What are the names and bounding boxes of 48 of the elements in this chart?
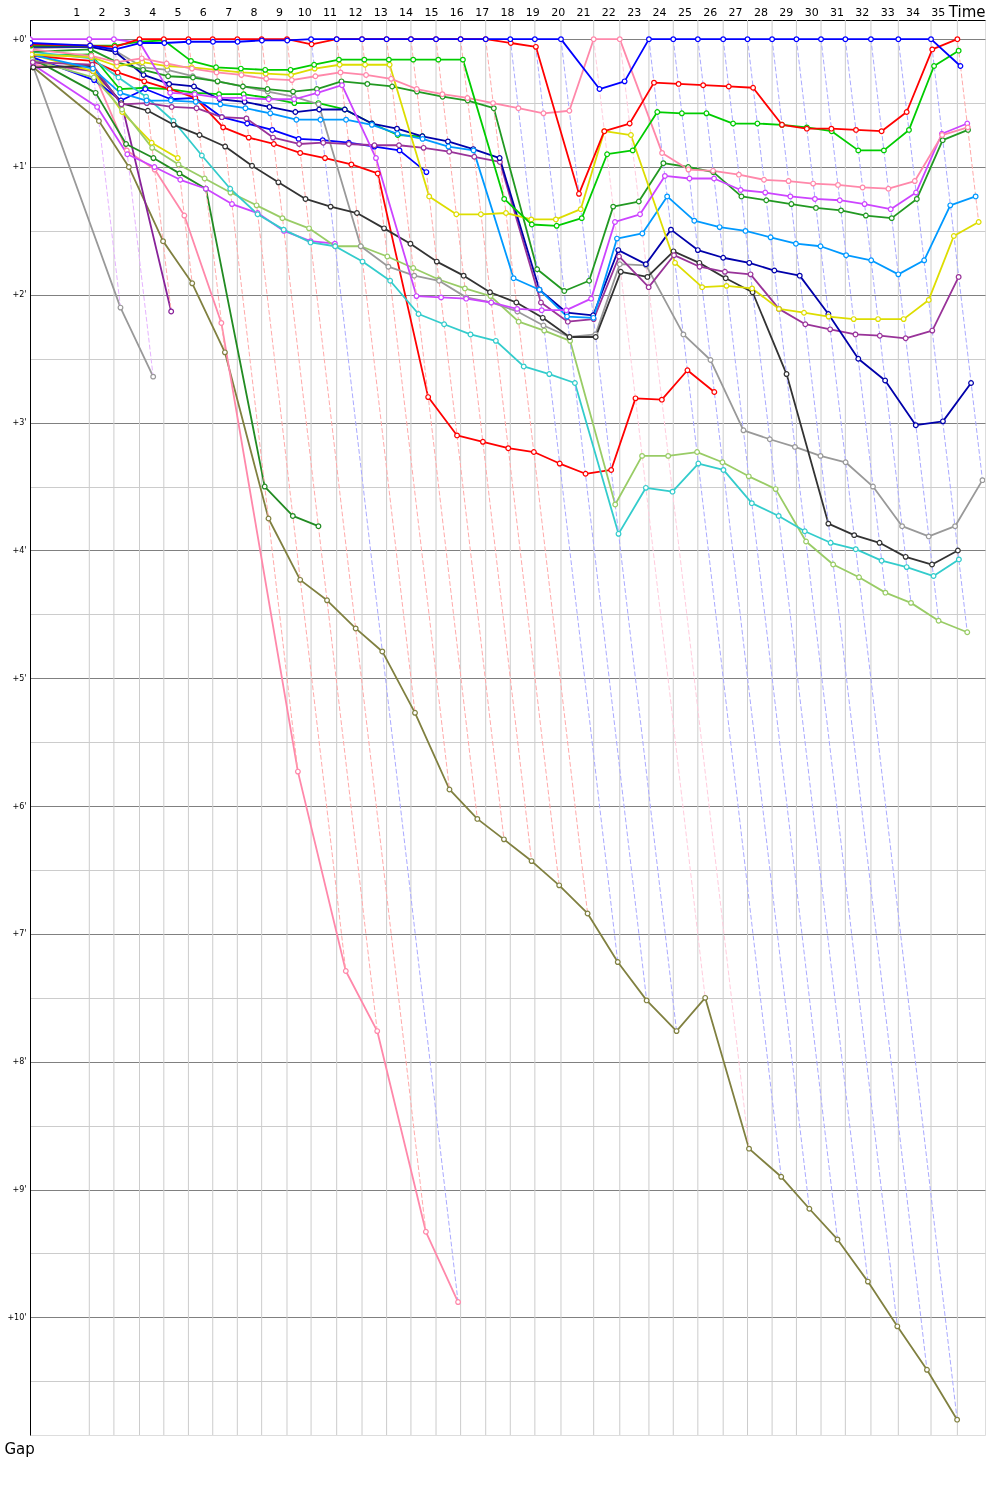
x-tick-label: 13	[373, 5, 388, 19]
x-tick-label: 14	[399, 5, 414, 19]
x-tick-label: 31	[829, 5, 844, 19]
x-tick-label: 25	[677, 5, 692, 19]
x-tick-label: 19	[525, 5, 540, 19]
x-tick-label: 5	[174, 5, 182, 19]
x-tick-label: 8	[250, 5, 258, 19]
x-tick-label: 17	[475, 5, 490, 19]
x-axis-title: Time	[947, 2, 986, 21]
y-tick-label: +6'	[12, 801, 27, 811]
x-tick-label: 30	[804, 5, 819, 19]
y-tick-label: +9'	[12, 1185, 27, 1195]
x-tick-label: 21	[576, 5, 591, 19]
x-tick-label: 28	[753, 5, 768, 19]
x-tick-label: 24	[652, 5, 667, 19]
y-tick-label: +5'	[12, 673, 27, 683]
y-tick-label: +10'	[7, 1312, 27, 1322]
x-tick-label: 9	[275, 5, 283, 19]
x-tick-label: 35	[931, 5, 946, 19]
x-tick-label: 6	[199, 5, 207, 19]
x-tick-label: 4	[149, 5, 157, 19]
x-tick-label: 11	[323, 5, 338, 19]
x-tick-label: 23	[627, 5, 642, 19]
x-tick-label: 29	[779, 5, 794, 19]
y-tick-label: +3'	[12, 418, 27, 428]
y-tick-label: +2'	[12, 290, 27, 300]
x-tick-label: 3	[123, 5, 131, 19]
x-tick-label: 20	[551, 5, 566, 19]
y-tick-label: +0'	[12, 34, 27, 44]
x-tick-label: 2	[98, 5, 106, 19]
y-tick-label: +4'	[12, 545, 27, 555]
x-tick-label: 26	[703, 5, 718, 19]
y-axis-title: Gap	[4, 1439, 35, 1458]
y-tick-label: +8'	[12, 1057, 27, 1067]
x-tick-label: 12	[348, 5, 363, 19]
x-tick-label: 16	[449, 5, 464, 19]
y-tick-label: +1'	[12, 162, 27, 172]
x-tick-label: 22	[601, 5, 616, 19]
x-tick-label: 33	[880, 5, 895, 19]
x-tick-label: 7	[225, 5, 233, 19]
x-tick-label: 1	[73, 5, 81, 19]
x-tick-label: 34	[906, 5, 921, 19]
x-tick-label: 10	[297, 5, 312, 19]
x-tick-label: 27	[728, 5, 743, 19]
x-tick-label: 15	[424, 5, 439, 19]
x-tick-label: 18	[500, 5, 515, 19]
y-tick-label: +7'	[12, 929, 27, 939]
x-tick-label: 32	[855, 5, 870, 19]
